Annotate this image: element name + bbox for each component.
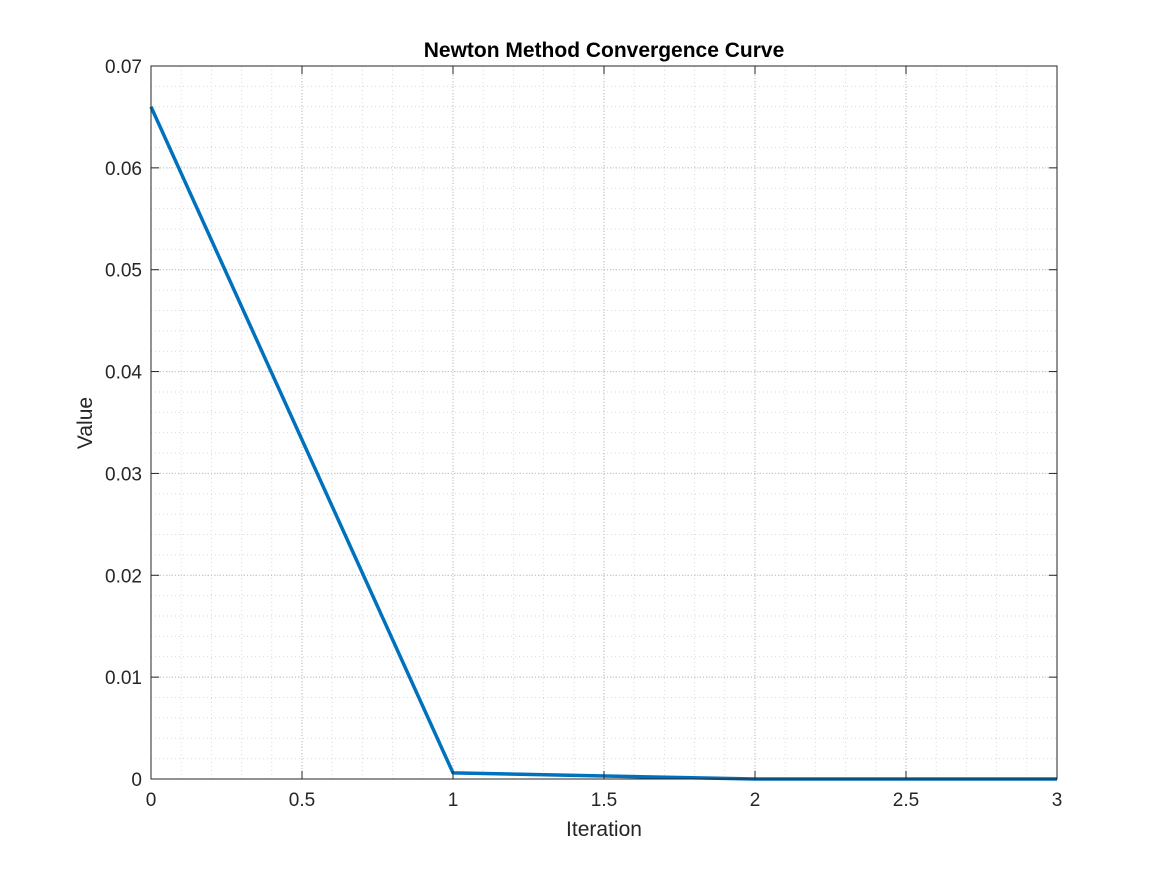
x-tick-label: 3 [1052,790,1063,811]
y-tick-label: 0.05 [105,261,142,282]
y-tick-label: 0.03 [105,464,142,485]
x-tick-label: 2.5 [893,790,919,811]
x-tick-label: 0.5 [289,790,315,811]
chart-title: Newton Method Convergence Curve [424,39,785,62]
y-tick-label: 0.06 [105,159,142,180]
x-tick-label: 1.5 [591,790,617,811]
ticks-layer [150,65,1058,780]
y-tick-label: 0.07 [105,57,142,78]
y-axis-label: Value [74,397,97,449]
x-tick-label: 2 [750,790,761,811]
x-axis-label: Iteration [566,818,642,841]
x-tick-label: 1 [448,790,459,811]
y-tick-label: 0.01 [105,668,142,689]
y-tick-label: 0 [131,770,142,791]
y-tick-label: 0.02 [105,566,142,587]
y-tick-label: 0.04 [105,363,142,384]
labels-layer: 0 0.5 1 1.5 2 2.5 3 0 0.01 0.02 0.03 0.04 0.05 0.06 0.… [105,57,1062,811]
x-tick-label: 0 [146,790,157,811]
